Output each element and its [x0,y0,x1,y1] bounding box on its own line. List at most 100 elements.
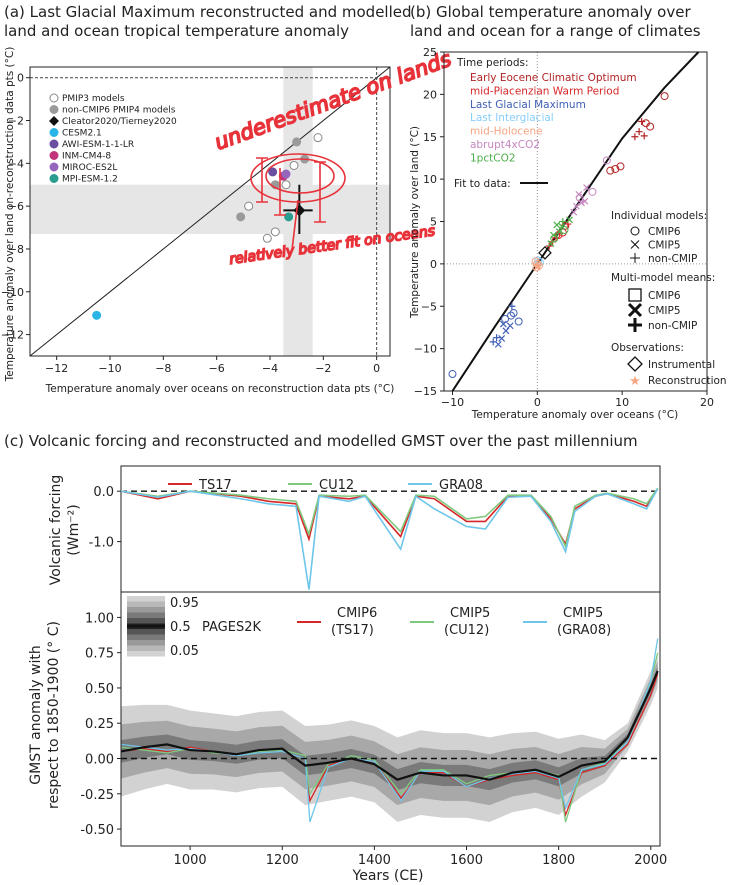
legend-period: mid-Holocene [470,126,543,138]
legend-label: Cleator2020/Tierney2020 [62,117,177,127]
legend-marker-bigx [627,302,643,318]
legend-individual-label: CMIP5 [648,240,681,252]
legend-marker [49,93,59,103]
y-tick-label: −8 [8,243,24,256]
forcing-series-line [120,488,659,590]
legend-fit-label: Fit to data: [454,178,511,190]
panel-c-forcing-ylabel-2: (Wm⁻²) [66,504,82,555]
panel-a-ylabel: Temperature anomaly over land on-reconst… [4,47,16,383]
data-point [270,227,280,237]
data-point-cross [583,184,590,192]
panel-a-xlabel: Temperature anomaly over oceans on recon… [45,383,395,395]
legend-label: MIROC-ES2L [62,163,117,173]
legend-label: AWI-ESM-1-1-LR [62,140,134,150]
data-point-circle [660,92,669,101]
pages2k-legend-swatch [127,634,165,640]
data-point-plus [638,117,646,125]
data-point-cross [498,335,506,342]
pages2k-legend-swatch [127,645,165,651]
data-point-circle [507,311,516,320]
land-uncertainty-band [30,184,390,234]
data-point-cross [558,223,566,231]
panel-a-frame [29,66,391,357]
y-tick-label: -1.0 [89,536,114,551]
y-tick-label: 0 [17,72,24,85]
x-tick-label: −10 [98,362,121,375]
panel-c-gmst-ylabel-2: respect to 1850-1900 (° C) [46,621,62,809]
pages2k-quantile-label: 0.05 [170,644,199,659]
panel-c-forcing-plot: -1.0 0.0 TS17 CU12 GRA08 [89,465,661,593]
legend-label: PMIP3 models [62,94,125,104]
data-point-circle [514,317,523,326]
panel-a: (a) Last Glacial Maximum reconstructed a… [1,3,455,395]
x-tick-label: 1600 [450,853,483,868]
y-tick-label: −15 [414,385,437,398]
legend-individual-label: non-CMIP [648,253,697,265]
data-point-circle [533,259,542,268]
pages2k-legend-swatch [127,629,165,635]
y-tick-label: -0.50 [80,823,114,838]
gmst-legend-sub: (CU12) [444,623,489,638]
panel-b-title-line2: land and ocean for a range of climates [410,22,701,40]
x-tick-label: −10 [441,396,464,409]
legend-period: abrupt4xCO2 [470,139,540,151]
data-point [262,233,272,243]
legend-marker-diamond [627,356,643,372]
y-tick-label: 25 [423,46,437,59]
data-point-cross [555,228,563,236]
panel-b-plot-area: −10 0 10 20 −15 −10 −5 0 5 10 15 20 25 ★ [414,46,714,409]
y-tick-label: 20 [423,88,437,101]
annotation-errorbar-3 [314,161,326,223]
legend-label: CESM2.1 [62,129,102,139]
panel-c-xlabel: Years (CE) [352,868,424,884]
pages2k-legend-swatch [127,601,165,607]
legend-periods-title: Time periods: [456,57,529,69]
gmst-legend-name: CMIP5 [563,606,603,621]
data-point-circle [448,370,457,379]
annotation-ellipse-inner [265,158,335,194]
panel-a-title-line2: land and ocean tropical temperature anom… [4,22,349,40]
legend-individual-label: CMIP6 [648,226,681,238]
legend-marker [49,151,59,160]
forcing-series-line [120,487,659,550]
pages2k-legend-label: PAGES2K [202,620,261,635]
data-point-circle [646,122,655,131]
annotation-errorbar-1 [256,157,268,203]
legend-marker-circle [630,226,640,236]
y-tick-label: 0.75 [85,647,114,662]
legend-period: mid-Piacenzian Warm Period [470,85,619,97]
gmst-legend-sub: (TS17) [331,623,374,638]
data-point-circle [509,309,518,318]
x-tick-label: 0 [534,396,541,409]
legend-marker [49,105,59,114]
annotation-arrow-line [291,199,299,251]
y-tick-label: 0.0 [93,485,114,500]
legend-period: 1pctCO2 [470,152,516,164]
data-point [313,133,323,143]
legend-obs-label: Reconstruction [648,375,727,387]
data-point-cross [547,240,555,247]
data-point [92,310,102,320]
pages2k-legend-swatch [127,618,165,624]
data-point-circle [532,263,541,272]
data-point [289,160,299,170]
data-point [284,212,294,222]
panel-c: (c) Volcanic forcing and reconstructed a… [4,432,667,884]
legend-period: Early Eocene Climatic Optimum [470,72,637,84]
y-tick-label: 0.50 [85,682,114,697]
legend-obs-title: Observations: [611,342,684,354]
y-tick-label: −10 [1,286,24,299]
forcing-legend-label: GRA08 [439,478,483,493]
data-point-cross [570,208,578,216]
x-tick-label: 1400 [358,853,391,868]
x-tick-label: −2 [315,362,331,375]
y-tick-label: −12 [1,329,24,342]
instrumental-marker [538,246,552,260]
pages2k-quantile-label: 0.95 [170,596,199,611]
x-tick-label: 2000 [634,853,667,868]
pages2k-band-inner [121,666,658,791]
legend-marker-star: ★ [629,374,641,389]
pages2k-legend-swatch [127,607,165,613]
data-point-plus [508,302,516,310]
data-point-cross [506,322,514,330]
